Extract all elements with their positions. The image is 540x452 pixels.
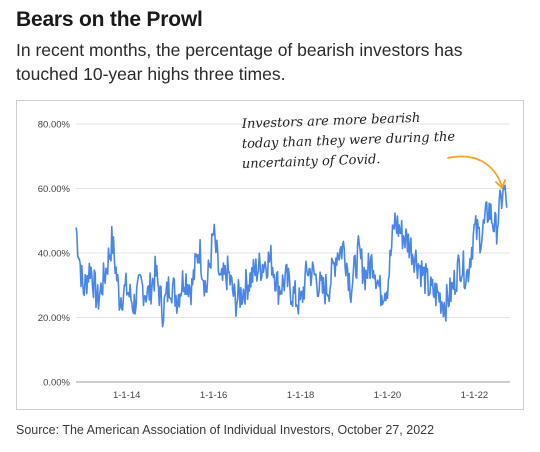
chart-title: Bears on the Prowl xyxy=(16,8,203,31)
source-note: Source: The American Association of Indi… xyxy=(16,423,435,437)
y-tick-label: 20.00% xyxy=(38,313,71,324)
gridlines xyxy=(76,123,510,383)
x-tick-label: 1-1-22 xyxy=(461,390,488,401)
y-tick-label: 40.00% xyxy=(38,249,71,260)
bearish-sentiment-chart: 0.00%20.00%40.00%60.00%80.00% 1-1-14 1-1-… xyxy=(38,111,510,401)
x-axis-ticks: 1-1-14 1-1-16 1-1-18 1-1-20 1-1-22 xyxy=(113,390,488,401)
annotation-line: today than they were during the xyxy=(242,130,456,152)
annotation-line: Investors are more bearish xyxy=(241,111,421,132)
y-tick-label: 0.00% xyxy=(43,378,70,389)
x-tick-label: 1-1-16 xyxy=(200,390,227,401)
y-tick-label: 60.00% xyxy=(38,184,71,195)
chart-frame xyxy=(16,100,524,410)
y-tick-label: 80.00% xyxy=(38,120,71,131)
x-tick-label: 1-1-18 xyxy=(287,390,314,401)
annotation-arrow xyxy=(447,155,503,187)
chart-subtitle: In recent months, the percentage of bear… xyxy=(16,40,463,84)
annotation-line: uncertainty of Covid. xyxy=(242,152,381,172)
x-tick-label: 1-1-14 xyxy=(113,390,140,401)
x-tick-label: 1-1-20 xyxy=(374,390,401,401)
bearish-percentage-line xyxy=(75,184,508,328)
annotation-arrowhead xyxy=(495,179,506,189)
y-axis-ticks: 0.00% 20.00% 40.00% 60.00% 80.00% xyxy=(38,120,71,389)
